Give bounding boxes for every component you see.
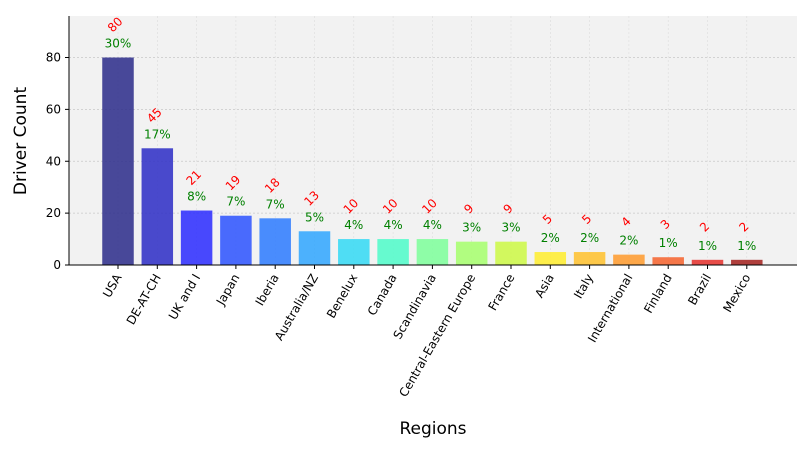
bar (455, 241, 488, 265)
percent-label: 3% (462, 221, 481, 235)
bar (298, 231, 331, 265)
percent-label: 2% (619, 234, 638, 248)
x-axis-ticks: USA DE-AT-CH UK and I Japan IberiaAustralia/… (100, 265, 753, 399)
y-axis-label: Driver Count (11, 87, 31, 196)
bar (691, 259, 724, 265)
percent-label: 8% (187, 190, 206, 204)
bar (102, 57, 134, 265)
x-tick-label: DE-AT-CH (124, 272, 164, 328)
bar (259, 218, 291, 265)
bar (573, 252, 606, 265)
bar (534, 252, 567, 265)
bar (220, 215, 252, 265)
x-tick-label: Iberia (253, 272, 282, 309)
bar (377, 239, 409, 265)
percent-label: 7% (226, 195, 245, 209)
bar (613, 254, 645, 265)
percent-label: 2% (541, 231, 560, 245)
percent-label: 3% (501, 221, 520, 235)
x-tick-label: Brazil (685, 272, 714, 308)
y-tick-label: 80 (46, 51, 61, 65)
x-tick-label: Japan (213, 272, 242, 309)
x-tick-label: UK and I (166, 272, 203, 323)
percent-label: 4% (384, 218, 403, 232)
percent-label: 2% (580, 231, 599, 245)
x-axis-label: Regions (399, 419, 466, 439)
percent-label: 7% (266, 197, 285, 211)
x-tick-label: Benelux (324, 272, 360, 321)
bars (102, 57, 763, 265)
percent-label: 17% (144, 127, 171, 141)
percent-label: 30% (105, 37, 132, 51)
bar (180, 210, 213, 265)
percent-label: 1% (659, 236, 678, 250)
bar (652, 257, 684, 265)
bar (495, 241, 527, 265)
percent-label: 4% (423, 218, 442, 232)
x-tick-label: Italy (571, 272, 596, 302)
y-axis-ticks: 0 20 40 60 80 (46, 51, 69, 272)
percent-label: 4% (344, 218, 363, 232)
bar (338, 239, 370, 265)
x-tick-label: Canada (365, 272, 400, 319)
y-tick-label: 60 (46, 102, 61, 116)
x-tick-label: USA (100, 271, 125, 300)
percent-label: 1% (737, 239, 756, 253)
bar (731, 259, 763, 265)
x-tick-label: Finland (641, 272, 675, 316)
bar (416, 239, 449, 265)
percent-label: 1% (698, 239, 717, 253)
x-tick-label: Mexico (720, 272, 753, 315)
x-tick-label: Asia (532, 272, 557, 301)
x-tick-label: France (486, 272, 518, 314)
bar (141, 148, 174, 265)
y-tick-label: 20 (46, 206, 61, 220)
y-tick-label: 40 (46, 154, 61, 168)
x-tick-label: Central-Eastern Europe (396, 272, 478, 400)
percent-label: 5% (305, 210, 324, 224)
y-tick-label: 0 (53, 258, 61, 272)
